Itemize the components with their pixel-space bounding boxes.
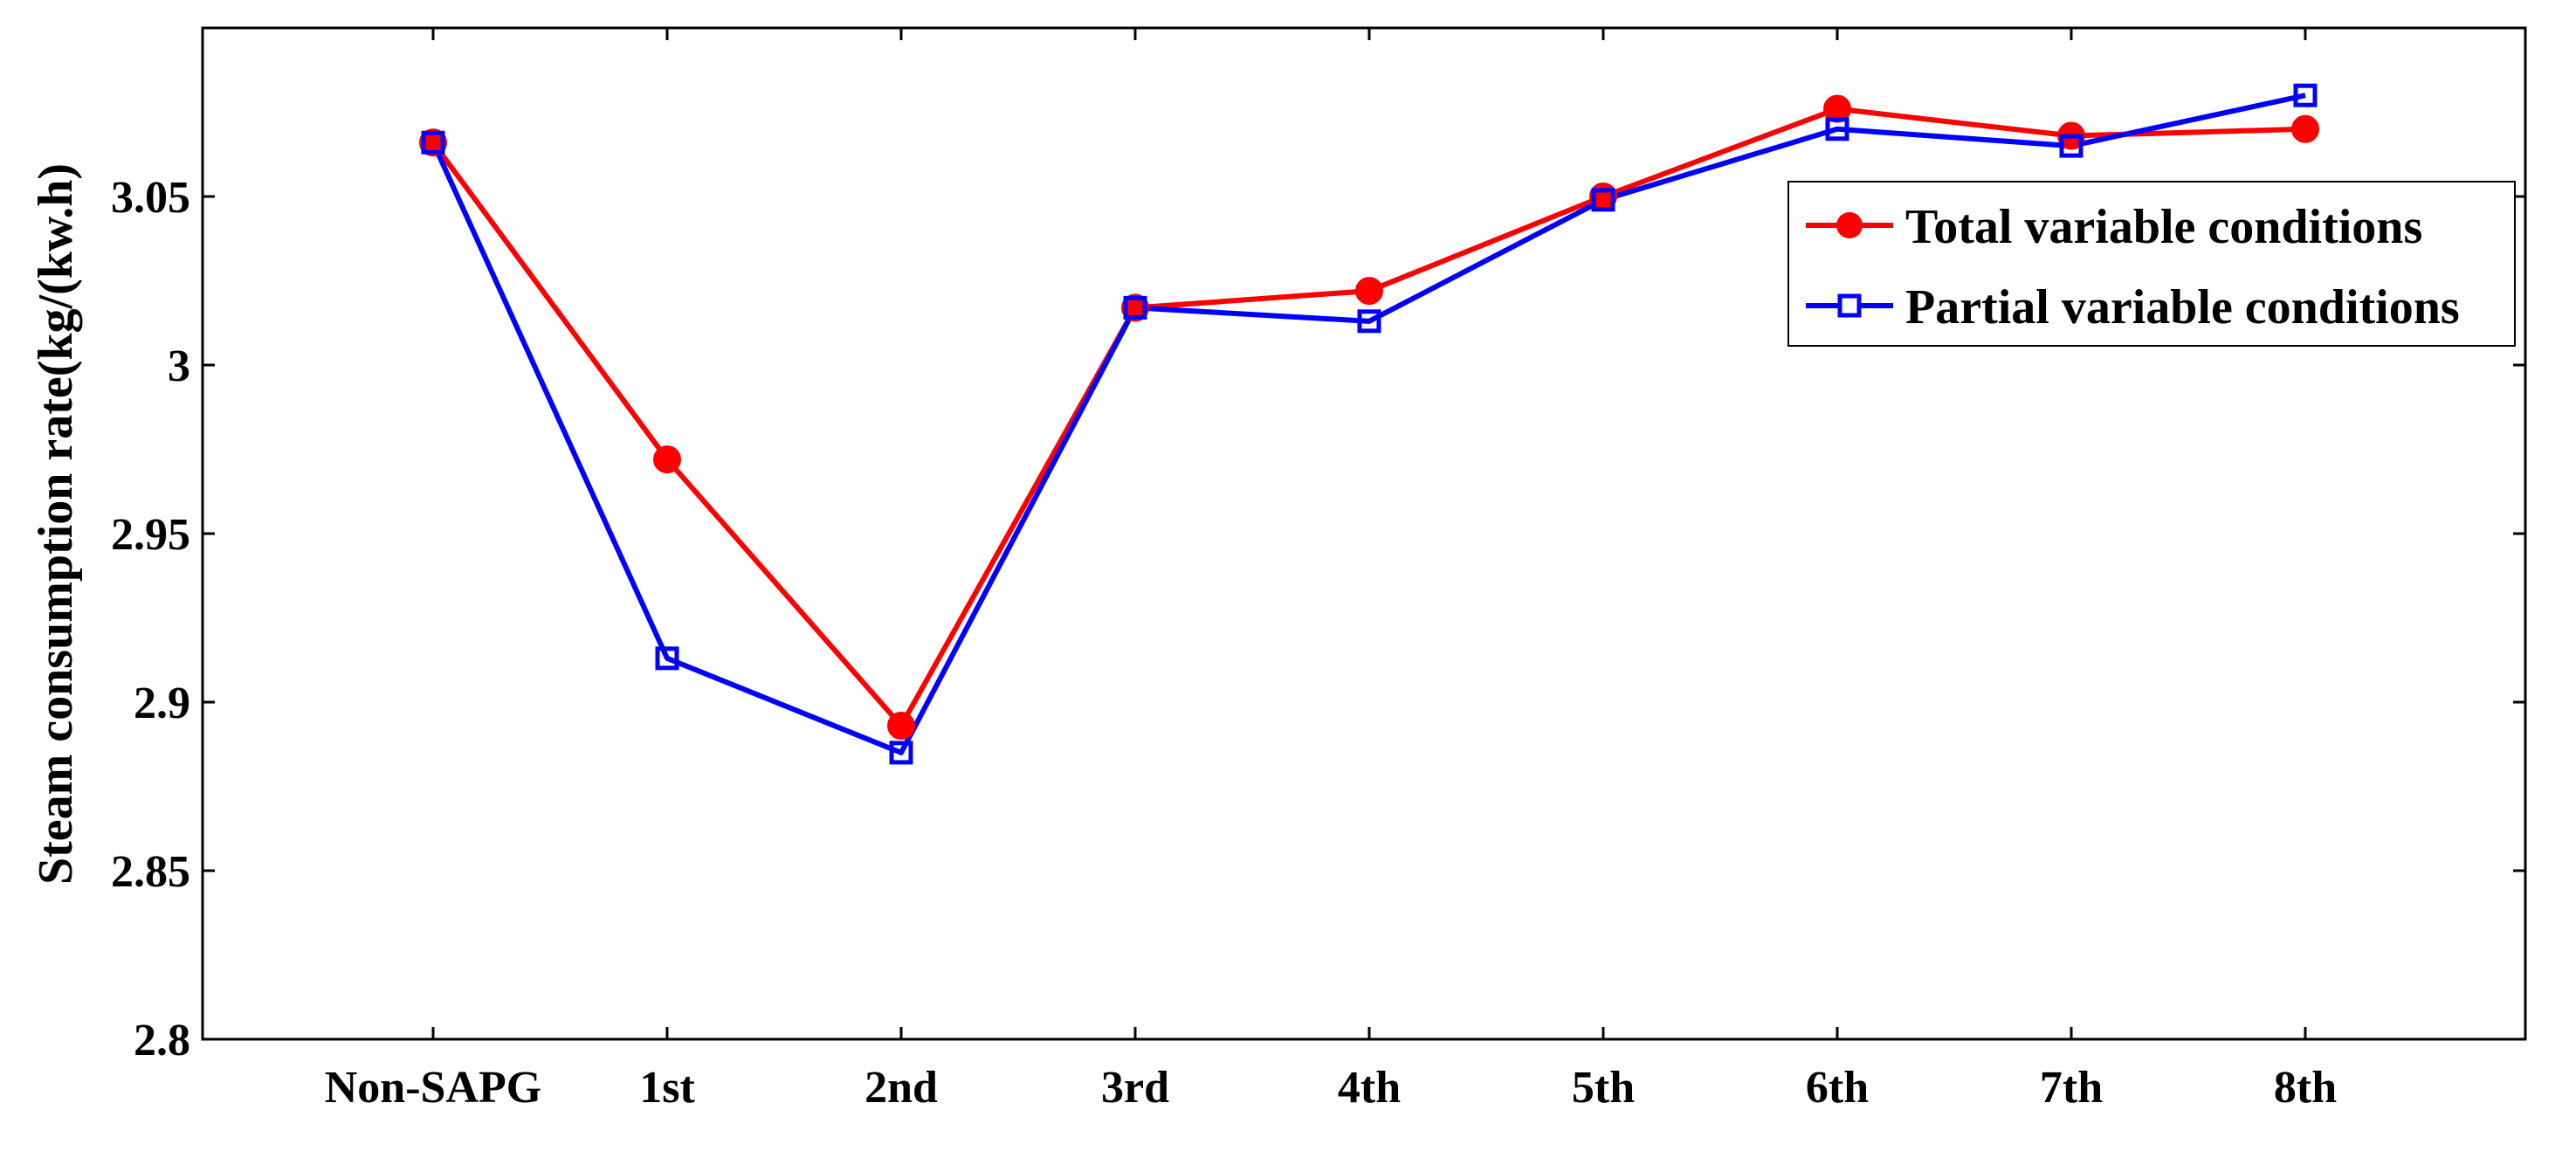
series-line xyxy=(430,93,2306,755)
data-point-marker xyxy=(653,445,681,474)
data-point-marker xyxy=(1823,94,1851,123)
y-tick-label: 2.85 xyxy=(111,847,190,897)
x-tick-label: 6th xyxy=(1806,1063,1869,1113)
data-point-marker xyxy=(1591,188,1615,212)
x-tick-label: 5th xyxy=(1572,1063,1635,1113)
y-tick-label: 2.9 xyxy=(134,679,190,728)
legend-marker xyxy=(1837,293,1862,318)
data-point-marker xyxy=(889,741,913,765)
data-point-marker xyxy=(1357,309,1381,334)
data-point-marker xyxy=(419,128,447,157)
series-layer xyxy=(419,83,2319,765)
legend-marker xyxy=(1836,212,1863,238)
x-tick-label: 4th xyxy=(1338,1063,1401,1113)
x-tick-label: 1st xyxy=(639,1063,695,1113)
data-point-marker xyxy=(2059,134,2084,158)
data-point-marker xyxy=(421,130,445,155)
y-tick-label: 2.95 xyxy=(111,510,190,560)
data-point-marker xyxy=(2291,114,2319,143)
tick-labels: 2.8 2.85 2.9 2.95 3 3.05 Non-SAPG 1st 2nd 3rd 4th 5… xyxy=(111,173,2337,1113)
data-point-marker xyxy=(1355,277,1383,306)
x-tick-label: 7th xyxy=(2040,1063,2103,1113)
data-point-marker xyxy=(887,712,915,741)
x-tick-label: 3rd xyxy=(1101,1063,1169,1113)
legend-label: Total variable conditions xyxy=(1905,200,2422,254)
data-point-marker xyxy=(1123,295,1147,320)
y-axis-label: Steam consumption rate(kg/(kw.h) xyxy=(29,163,83,885)
x-tick-label: 2nd xyxy=(864,1063,938,1113)
legend-box xyxy=(1787,181,2516,347)
data-point-marker xyxy=(655,646,679,671)
x-tick-label: 8th xyxy=(2274,1063,2337,1113)
y-tick-label: 3 xyxy=(168,341,190,391)
data-point-marker xyxy=(1121,293,1149,322)
data-point-marker xyxy=(2293,83,2318,107)
y-tick-label: 3.05 xyxy=(111,173,190,223)
legend-label: Partial variable conditions xyxy=(1905,280,2460,334)
data-point-marker xyxy=(1825,117,1849,141)
legend: Total variable conditions Partial variabl… xyxy=(1787,181,2516,347)
y-tick-label: 2.8 xyxy=(134,1016,190,1065)
x-tick-label: Non-SAPG xyxy=(325,1063,541,1113)
